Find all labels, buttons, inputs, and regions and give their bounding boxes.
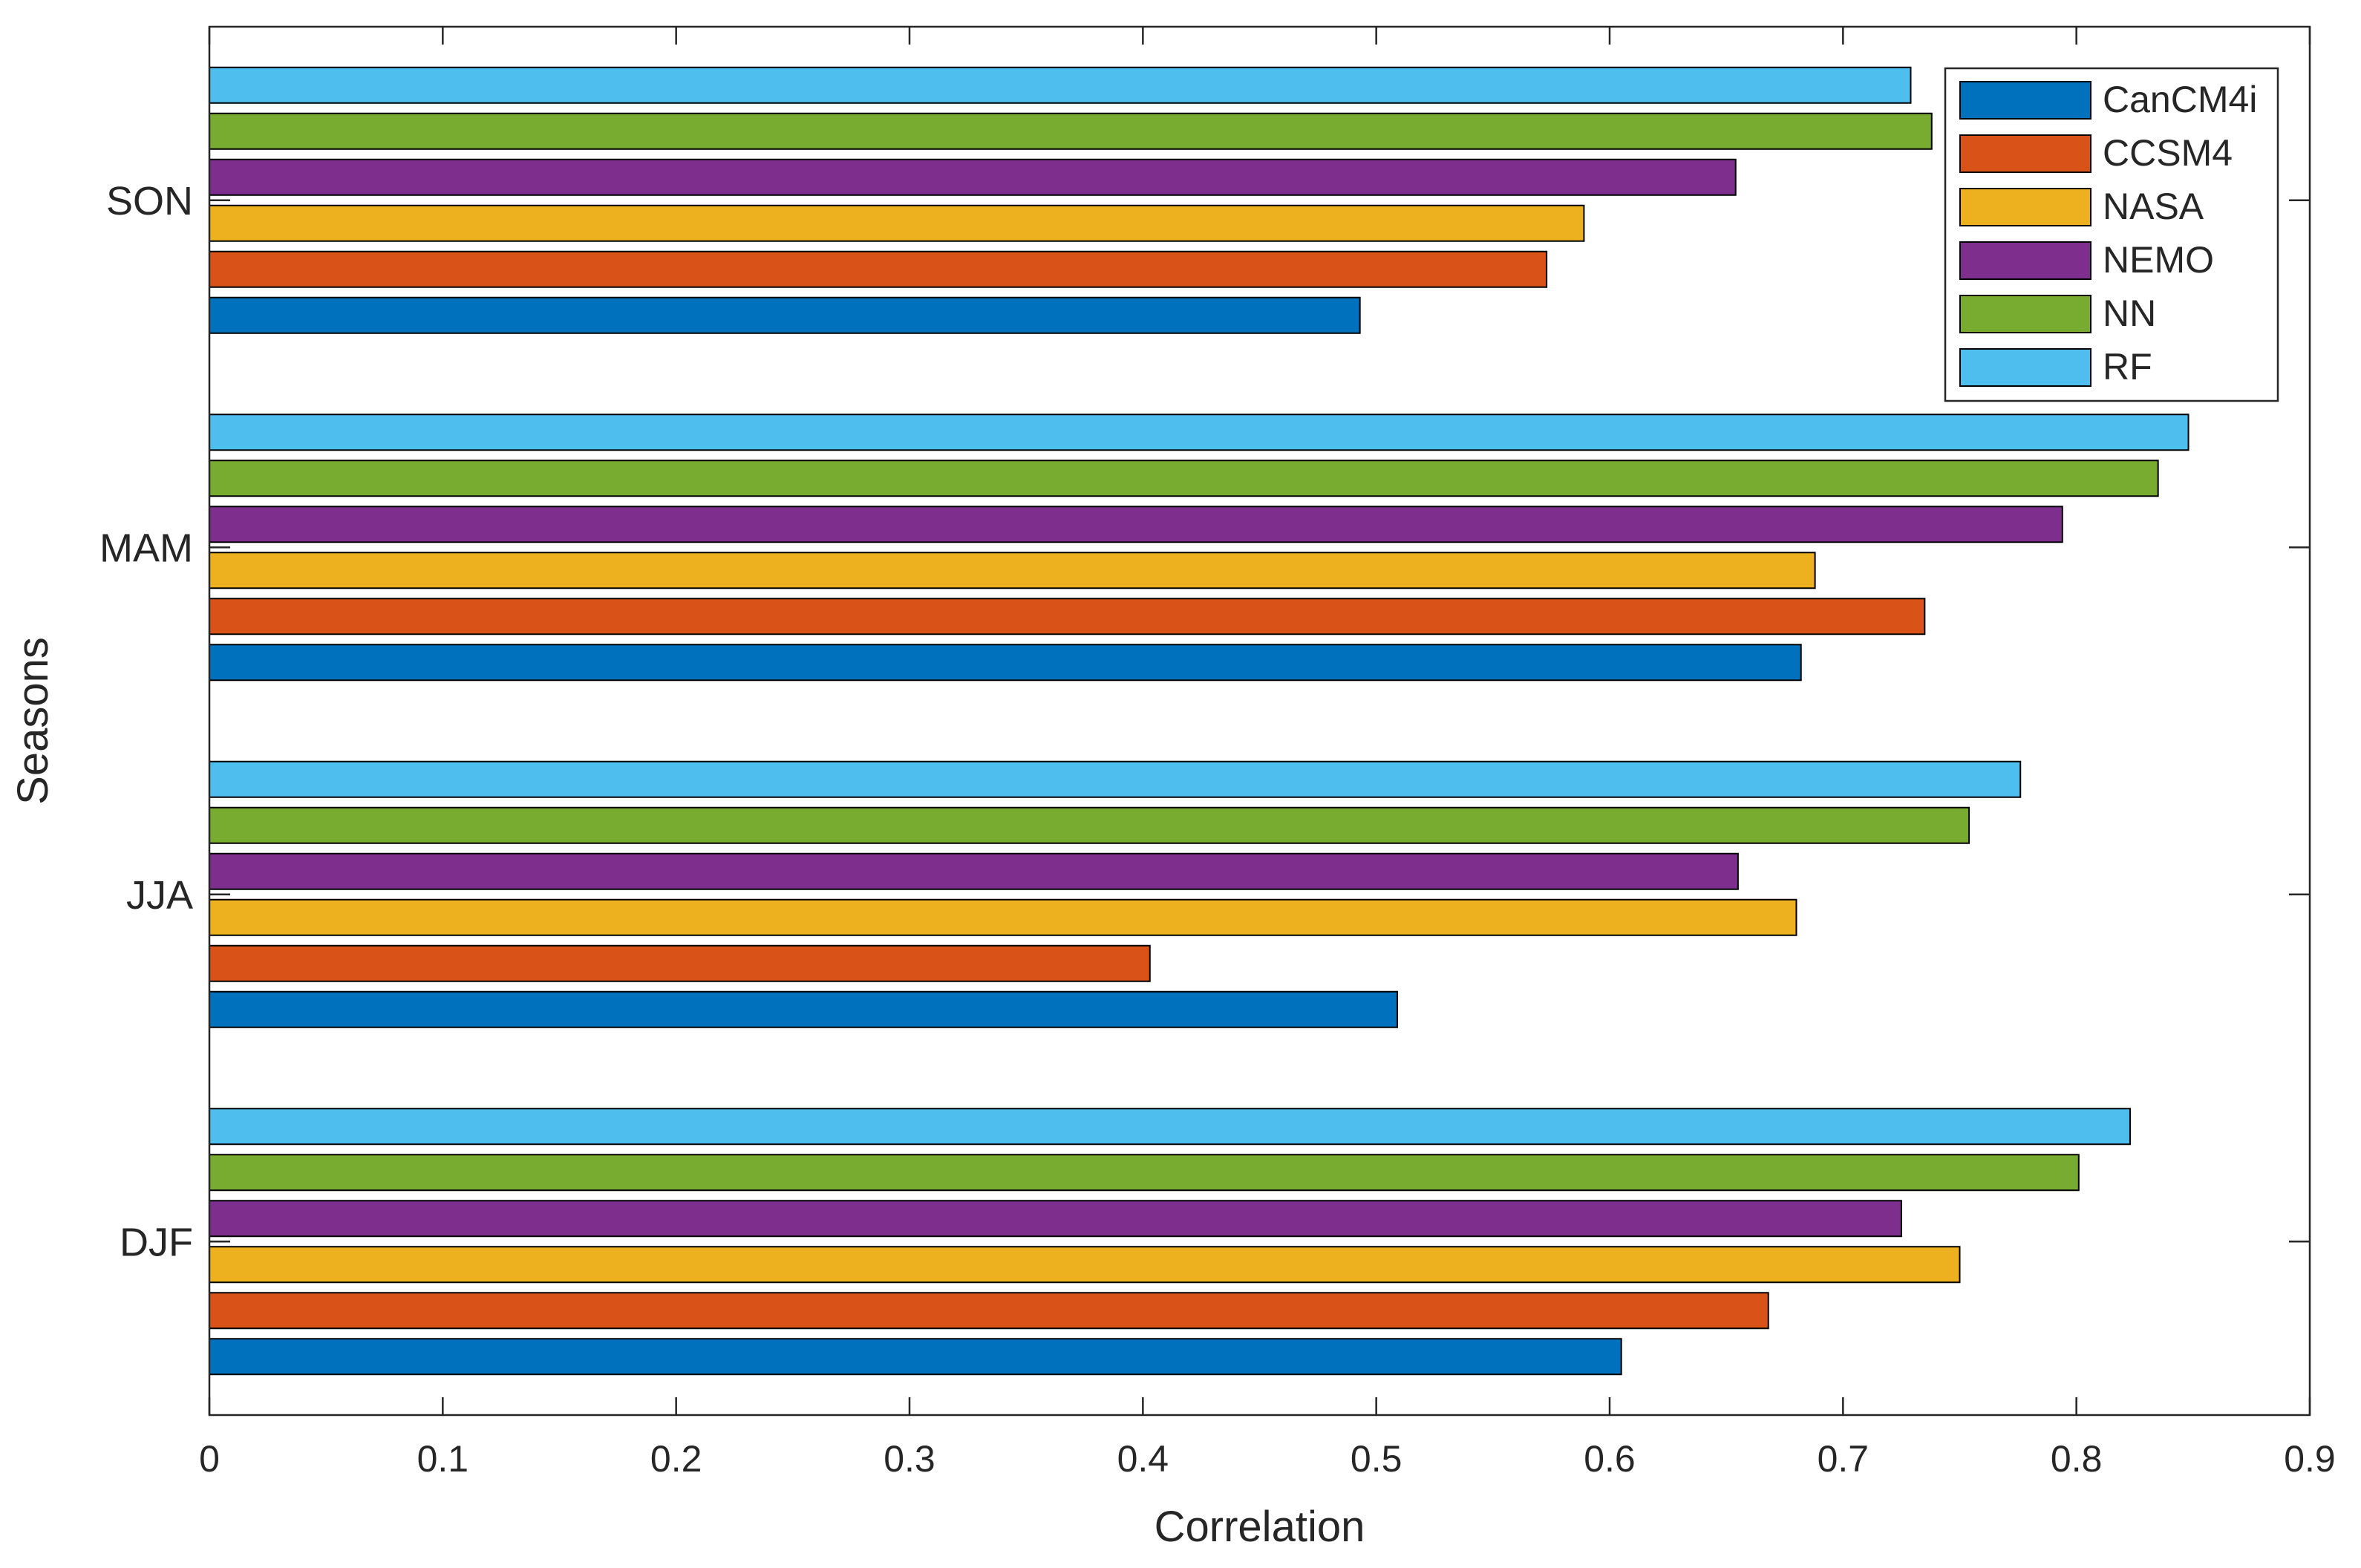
legend-box: [1944, 67, 2279, 402]
bars-layer: [209, 66, 2189, 1376]
legend-label-nn: NN: [2103, 293, 2156, 334]
bar-mam-ccsm4: [209, 598, 1926, 636]
legend-swatch-cancm4i: [1959, 81, 2091, 120]
legend-swatch-nemo: [1959, 241, 2091, 280]
legend-label-nasa: NASA: [2103, 186, 2204, 227]
bar-djf-nn: [209, 1154, 2080, 1192]
y-tick-label-mam: MAM: [99, 526, 193, 570]
bar-son-rf: [209, 66, 1912, 104]
x-tick-label: 0: [199, 1438, 220, 1480]
bar-djf-nemo: [209, 1200, 1902, 1238]
bar-djf-rf: [209, 1108, 2131, 1146]
bar-jja-ccsm4: [209, 944, 1151, 982]
legend: CanCM4i CCSM4 NASA NEMO NN RF: [1944, 67, 2279, 402]
y-tick-label-jja: JJA: [126, 873, 193, 918]
bar-mam-nn: [209, 460, 2159, 497]
bar-son-cancm4i: [209, 296, 1361, 334]
x-tick-label: 0.4: [1117, 1438, 1169, 1480]
x-tick-label: 0.2: [650, 1438, 702, 1480]
bar-jja-cancm4i: [209, 990, 1398, 1028]
x-tick-label: 0.8: [2051, 1438, 2103, 1480]
bar-son-nemo: [209, 158, 1737, 196]
y-axis-title: Seasons: [9, 637, 57, 805]
bar-jja-nemo: [209, 852, 1739, 890]
legend-swatch-ccsm4: [1959, 134, 2091, 173]
legend-swatch-nn: [1959, 295, 2091, 333]
bar-jja-nn: [209, 806, 1970, 844]
legend-label-cancm4i: CanCM4i: [2103, 79, 2257, 120]
x-tick-label: 0.7: [1818, 1438, 1869, 1480]
x-tick-label: 0.6: [1584, 1438, 1636, 1480]
bar-son-nn: [209, 112, 1933, 150]
plot-area-frame: [208, 25, 2311, 1417]
x-tick-label: 0.5: [1351, 1438, 1402, 1480]
bar-jja-nasa: [209, 898, 1797, 936]
bar-mam-nemo: [209, 506, 2063, 543]
bar-mam-rf: [209, 414, 2189, 451]
bar-djf-cancm4i: [209, 1338, 1622, 1376]
x-tick-label: 0.9: [2284, 1438, 2336, 1480]
bar-jja-rf: [209, 760, 2022, 798]
bar-djf-nasa: [209, 1246, 1961, 1284]
legend-label-rf: RF: [2103, 346, 2152, 388]
x-tick-label: 0.1: [417, 1438, 469, 1480]
x-axis-title: Correlation: [1155, 1503, 1365, 1551]
x-axis-ticks: 0 0.1 0.2 0.3 0.4 0.5 0.6 0.7 0.8 0.9: [199, 27, 2336, 1480]
y-tick-label-son: SON: [106, 179, 193, 223]
y-axis-ticks: DJF JJA MAM SON: [99, 179, 2310, 1264]
bar-djf-ccsm4: [209, 1292, 1769, 1330]
x-tick-label: 0.3: [884, 1438, 935, 1480]
bar-mam-nasa: [209, 552, 1816, 589]
legend-swatch-rf: [1959, 348, 2091, 387]
bar-mam-cancm4i: [209, 644, 1802, 682]
legend-label-nemo: NEMO: [2103, 239, 2214, 281]
y-tick-label-djf: DJF: [120, 1220, 193, 1264]
bar-son-ccsm4: [209, 250, 1548, 288]
legend-swatch-nasa: [1959, 188, 2091, 226]
legend-label-ccsm4: CCSM4: [2103, 132, 2233, 174]
bar-son-nasa: [209, 204, 1585, 242]
